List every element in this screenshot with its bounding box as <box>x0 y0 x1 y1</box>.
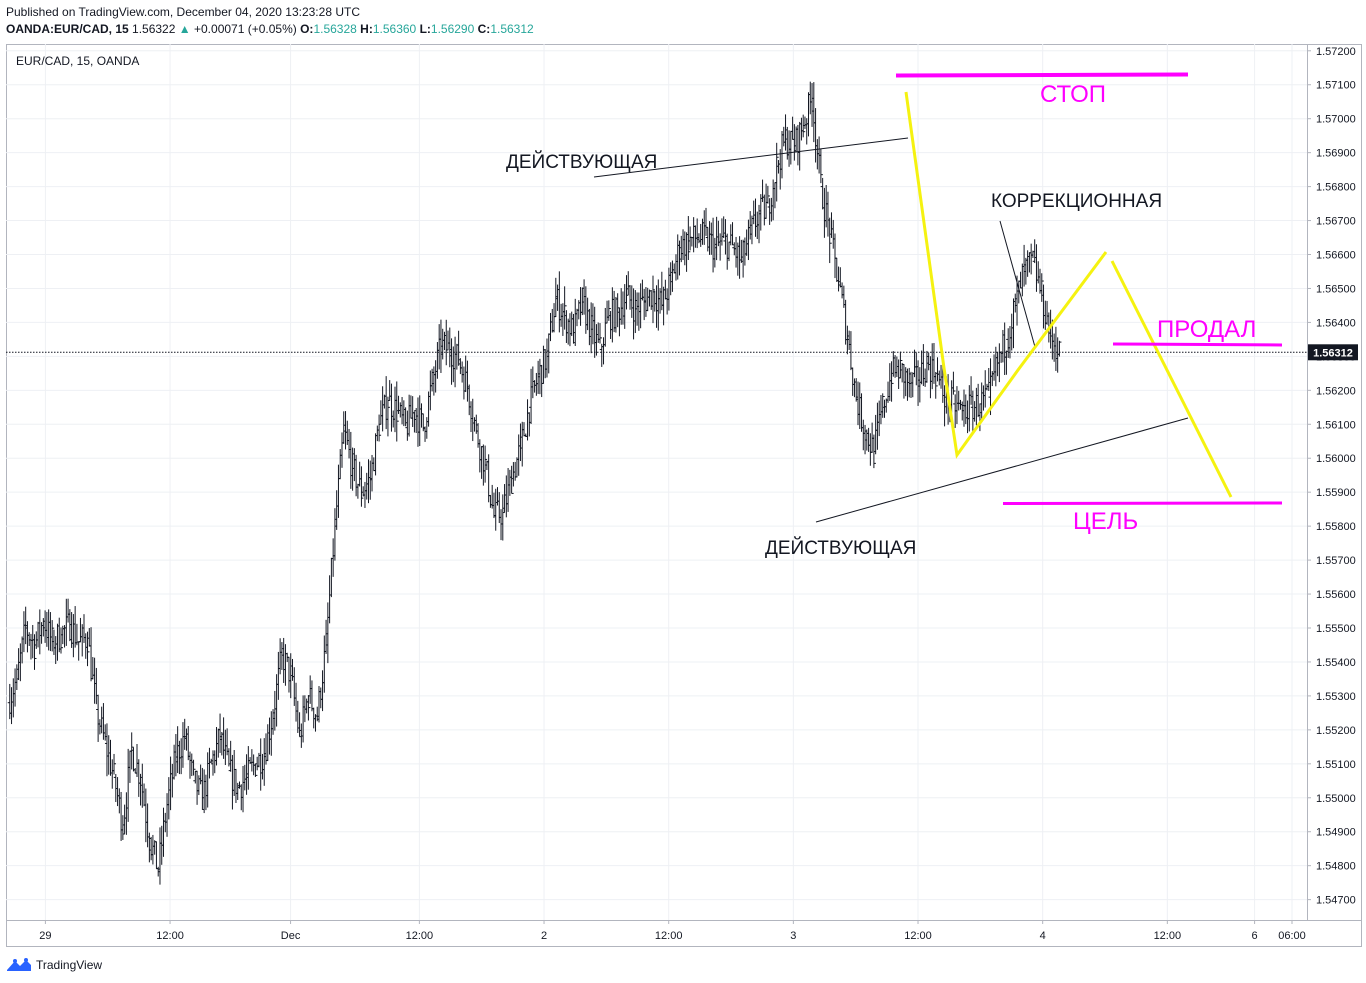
time-tick-label: 12:00 <box>655 930 683 942</box>
correction-pointer <box>999 220 1036 348</box>
time-tick-label: 12:00 <box>1154 930 1182 942</box>
price-tick-label: 1.57000 <box>1316 114 1356 126</box>
time-tick-label: 3 <box>790 930 796 942</box>
tradingview-logo-icon <box>7 958 31 971</box>
price-tick-label: 1.55900 <box>1316 487 1356 499</box>
price-tick-label: 1.56800 <box>1316 182 1356 194</box>
published-caption: Published on TradingView.com, December 0… <box>6 5 360 19</box>
time-tick-label: 06:00 <box>1278 930 1306 942</box>
correction-label: КОРРЕКЦИОННАЯ <box>991 191 1162 212</box>
price-tick-label: 1.55800 <box>1316 521 1356 533</box>
price-tick-label: 1.56900 <box>1316 148 1356 160</box>
last-price: 1.56322 <box>132 22 176 36</box>
price-tick-label: 1.56200 <box>1316 385 1356 397</box>
price-tick-label: 1.57200 <box>1316 46 1356 58</box>
price-tick-label: 1.56100 <box>1316 419 1356 431</box>
price-tick-label: 1.55100 <box>1316 759 1356 771</box>
current-price-value: 1.56312 <box>1313 347 1353 359</box>
price-tick-label: 1.56000 <box>1316 453 1356 465</box>
price-tick-label: 1.55400 <box>1316 657 1356 669</box>
current-price-label: 1.56312 <box>1308 344 1358 361</box>
tradingview-brand: TradingView <box>36 958 103 972</box>
high-value: 1.56360 <box>372 22 417 36</box>
sell-level-label: ПРОДАЛ <box>1157 316 1256 343</box>
price-bars <box>7 81 1062 885</box>
price-tick-label: 1.55000 <box>1316 793 1356 805</box>
sell-level-line <box>1112 342 1283 347</box>
price-tick-label: 1.57100 <box>1316 80 1356 92</box>
zigzag-pattern <box>904 91 1108 459</box>
price-tick-label: 1.55700 <box>1316 555 1356 567</box>
time-tick-label: Dec <box>281 930 301 942</box>
time-tick-label: 29 <box>39 930 51 942</box>
annotations: ДЕЙСТВУЮЩАЯ ДЕЙСТВУЮЩАЯ КОРРЕКЦИОННАЯ СТОП П… <box>506 72 1283 559</box>
target-level-line <box>1002 501 1283 505</box>
price-tick-label: 1.54700 <box>1316 895 1356 907</box>
high-label: H: <box>360 22 373 36</box>
symbol-quote-line: OANDA:EUR/CAD, 15 1.56322 ▲ +0.00071 (+0… <box>6 22 534 36</box>
open-value: 1.56328 <box>313 22 357 36</box>
price-tick-label: 1.56400 <box>1316 317 1356 329</box>
trendline-lower-label: ДЕЙСТВУЮЩАЯ <box>765 537 916 559</box>
price-tick-label: 1.56600 <box>1316 250 1356 262</box>
price-tick-label: 1.55500 <box>1316 623 1356 635</box>
price-tick-label: 1.54800 <box>1316 861 1356 873</box>
low-label: L: <box>419 22 431 36</box>
price-tick-label: 1.56500 <box>1316 283 1356 295</box>
tradingview-footer[interactable]: TradingView <box>6 955 102 975</box>
price-tick-label: 1.55300 <box>1316 691 1356 703</box>
time-tick-label: 12:00 <box>406 930 434 942</box>
time-tick-label: 12:00 <box>904 930 932 942</box>
time-tick-label: 6 <box>1252 930 1258 942</box>
target-level-label: ЦЕЛЬ <box>1073 508 1138 535</box>
chart-legend: EUR/CAD, 15, OANDA <box>16 54 139 68</box>
change-up-icon: ▲ <box>178 22 191 36</box>
price-tick-label: 1.56700 <box>1316 216 1356 228</box>
price-change: +0.00071 (+0.05%) <box>194 22 297 36</box>
stop-level-line <box>895 72 1189 78</box>
low-value: 1.56290 <box>430 22 475 36</box>
close-value: 1.56312 <box>490 22 534 36</box>
close-label: C: <box>477 22 491 36</box>
trendline-upper-label: ДЕЙСТВУЮЩАЯ <box>506 151 657 173</box>
chart-grid <box>6 44 1307 920</box>
projection-line <box>1110 260 1233 498</box>
time-tick-label: 4 <box>1040 930 1046 942</box>
trendline-upper <box>593 137 909 178</box>
time-tick-label: 12:00 <box>156 930 184 942</box>
price-tick-label: 1.55600 <box>1316 589 1356 601</box>
price-tick-label: 1.55200 <box>1316 725 1356 737</box>
trendline-lower <box>815 417 1189 523</box>
time-tick-label: 2 <box>541 930 547 942</box>
symbol-name[interactable]: OANDA:EUR/CAD, 15 <box>6 22 129 36</box>
price-tick-label: 1.54900 <box>1316 827 1356 839</box>
price-axis[interactable]: 1.57200 1.57100 1.57000 1.56900 1.56800 1.567… <box>1307 46 1356 907</box>
open-label: O: <box>300 22 314 36</box>
chart-frame <box>6 44 1362 947</box>
time-axis[interactable]: 29 12:00 Dec 12:00 2 12:00 3 12:00 4 12:00 6 06:00 <box>39 920 1306 942</box>
stop-level-label: СТОП <box>1040 81 1106 108</box>
